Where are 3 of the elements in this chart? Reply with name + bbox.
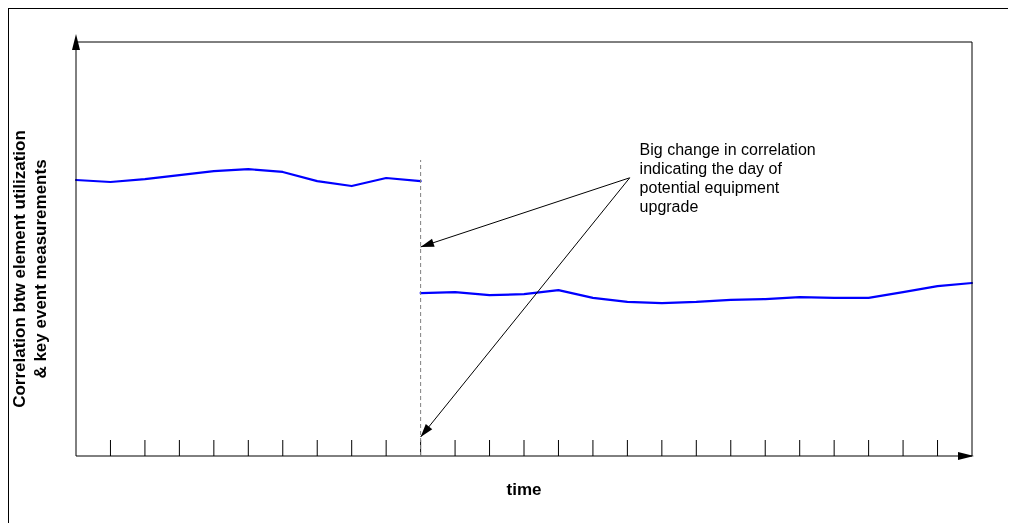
annotation: Big change in correlation indicating the day of potential equipment upgrade [639, 141, 816, 215]
y-axis-title: Correlation btw element utilization & key event measurements [10, 130, 51, 408]
x-axis-title: time [506, 479, 542, 499]
